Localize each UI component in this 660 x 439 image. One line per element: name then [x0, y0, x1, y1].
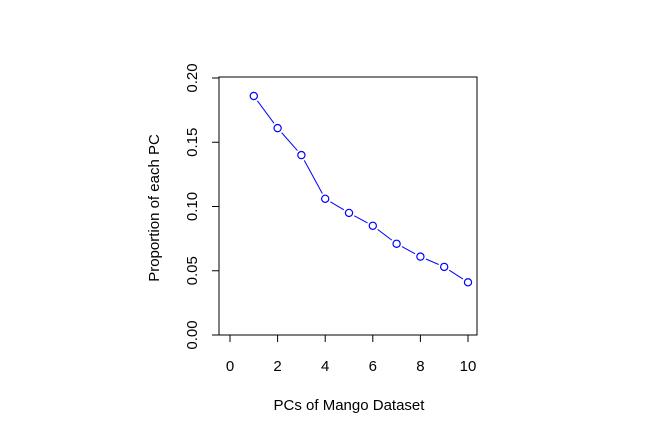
- series-segment: [281, 132, 298, 151]
- x-axis: 0 2 4 6 8 10: [226, 334, 477, 375]
- series-points: [249, 91, 473, 287]
- x-tick-label: 8: [416, 358, 424, 375]
- x-tick-label: 10: [460, 358, 477, 375]
- data-point: [463, 278, 473, 287]
- series-segment: [303, 160, 323, 194]
- y-tick-label: 0.05: [184, 256, 201, 285]
- data-point: [440, 262, 449, 272]
- data-point: [273, 123, 282, 133]
- series-segment: [448, 269, 464, 280]
- y-tick-label: 0.00: [184, 320, 201, 349]
- x-tick-label: 2: [273, 358, 281, 375]
- data-point: [344, 208, 354, 218]
- series-segment: [330, 201, 345, 211]
- data-point: [392, 239, 401, 248]
- series-segment: [401, 246, 416, 255]
- data-point: [297, 150, 306, 160]
- y-tick-label: 0.10: [184, 192, 201, 221]
- series-segment: [377, 228, 393, 241]
- x-tick-label: 4: [321, 358, 329, 375]
- series-segment: [354, 215, 368, 224]
- y-axis: 0.00 0.05 0.10 0.15 0.20: [184, 63, 220, 350]
- y-tick-label: 0.15: [184, 128, 201, 157]
- series-segment: [256, 100, 275, 124]
- y-axis-label: Proportion of each PC: [146, 134, 163, 282]
- series-line: [256, 100, 464, 280]
- plot-frame: [218, 76, 478, 336]
- x-tick-label: 0: [226, 358, 234, 375]
- y-tick-label: 0.20: [184, 63, 201, 92]
- x-axis-label: PCs of Mango Dataset: [274, 397, 426, 414]
- data-point: [249, 91, 258, 101]
- series-segment: [425, 258, 439, 265]
- x-tick-label: 6: [369, 358, 377, 375]
- data-point: [368, 221, 377, 230]
- data-point: [416, 252, 425, 261]
- data-point: [321, 194, 330, 203]
